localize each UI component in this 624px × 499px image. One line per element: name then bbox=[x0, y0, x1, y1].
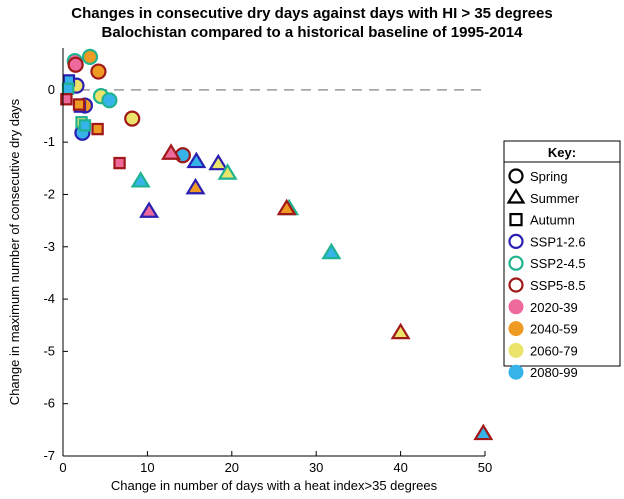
data-point-spring-ssp585-2060-79 bbox=[124, 110, 141, 127]
data-point-summer-ssp585-2020-39 bbox=[161, 143, 182, 160]
x-tick-label: 10 bbox=[140, 460, 154, 475]
y-tick-label: -7 bbox=[43, 448, 55, 463]
data-point-autumn-ssp245-2080-99 bbox=[61, 82, 75, 95]
legend-scenario-marker bbox=[508, 233, 524, 249]
data-point-autumn-ssp585-2040-59 bbox=[91, 122, 104, 136]
data-point-summer-ssp126-2020-39 bbox=[139, 201, 160, 218]
legend-label-scenario: SSP1-2.6 bbox=[530, 234, 586, 249]
legend-period-marker bbox=[508, 299, 524, 315]
legend-label-period: 2080-99 bbox=[530, 365, 578, 380]
chart-title-line2: Balochistan compared to a historical bas… bbox=[102, 24, 524, 41]
legend-period-marker bbox=[508, 364, 524, 380]
y-tick-label: -1 bbox=[43, 134, 55, 149]
points-layer bbox=[60, 48, 494, 441]
legend-label-square: Autumn bbox=[530, 213, 575, 228]
legend-period-marker bbox=[508, 321, 524, 337]
y-tick-label: -3 bbox=[43, 239, 55, 254]
data-point-summer-ssp245-2080-99 bbox=[130, 171, 151, 188]
data-point-summer-ssp585-2080-99 bbox=[473, 423, 494, 441]
y-tick-label: -2 bbox=[43, 186, 55, 201]
chart-title-line1: Changes in consecutive dry days against … bbox=[71, 5, 552, 22]
legend-title: Key: bbox=[548, 145, 576, 160]
x-tick-label: 0 bbox=[59, 460, 66, 475]
data-point-autumn-ssp585-2020-39 bbox=[113, 156, 126, 170]
legend-label-circle: Spring bbox=[530, 169, 568, 184]
legend: Key: SpringSummerAutumnSSP1-2.6SSP2-4.5S… bbox=[503, 140, 621, 380]
legend-label-period: 2040-59 bbox=[530, 322, 578, 337]
data-point-autumn-ssp245-2080-99 bbox=[78, 119, 92, 132]
legend-square-marker bbox=[509, 212, 523, 227]
data-point-autumn-ssp585-2040-59 bbox=[72, 98, 86, 111]
plot-area bbox=[63, 48, 485, 456]
data-point-spring-ssp585-2040-59 bbox=[90, 63, 107, 80]
y-tick-label: -5 bbox=[43, 343, 55, 358]
data-point-summer-ssp126-2080-99 bbox=[186, 151, 207, 169]
data-point-summer-ssp126-2040-59 bbox=[185, 177, 206, 195]
data-point-summer-ssp585-2040-59 bbox=[276, 198, 297, 216]
data-point-summer-ssp245-2080-99 bbox=[321, 242, 342, 260]
legend-label-triangle: Summer bbox=[530, 191, 580, 206]
y-tick-label: -4 bbox=[43, 291, 55, 306]
x-axis-label: Change in number of days with a heat ind… bbox=[111, 478, 438, 493]
legend-entries: Spring Summer Autumn SSP1-2.6 SSP2-4.5 SSP5-8… bbox=[506, 168, 586, 380]
legend-label-scenario: SSP2-4.5 bbox=[530, 256, 586, 271]
data-point-spring-ssp245-2080-99 bbox=[101, 92, 118, 109]
legend-scenario-marker bbox=[508, 277, 524, 293]
legend-label-scenario: SSP5-8.5 bbox=[530, 278, 586, 293]
legend-period-marker bbox=[508, 342, 524, 358]
data-point-spring-ssp585-2020-39 bbox=[67, 56, 84, 73]
data-point-spring-ssp245-2040-59 bbox=[81, 48, 99, 65]
x-tick-label: 40 bbox=[393, 460, 407, 475]
x-tick-label: 50 bbox=[478, 460, 492, 475]
legend-label-period: 2060-79 bbox=[530, 343, 578, 358]
x-tick-label: 30 bbox=[309, 460, 323, 475]
legend-label-period: 2020-39 bbox=[530, 300, 578, 315]
ticks-layer: 0 10 20 30 40 50 0 -1 -2 -3 -4 -5 -6 -7 bbox=[43, 82, 492, 475]
y-tick-label: -6 bbox=[43, 396, 55, 411]
x-tick-label: 20 bbox=[225, 460, 239, 475]
legend-triangle-marker bbox=[506, 188, 526, 204]
data-point-summer-ssp585-2060-79 bbox=[390, 322, 411, 340]
legend-circle-marker bbox=[508, 168, 524, 184]
data-point-summer-ssp245-2060-79 bbox=[217, 163, 238, 180]
y-axis-label: Change in maximum number of consecutive … bbox=[7, 98, 22, 405]
legend-scenario-marker bbox=[508, 255, 524, 271]
data-point-autumn-ssp585-2020-39 bbox=[60, 93, 73, 106]
data-point-summer-ssp126-2060-79 bbox=[208, 153, 229, 171]
y-tick-label: 0 bbox=[48, 82, 55, 97]
